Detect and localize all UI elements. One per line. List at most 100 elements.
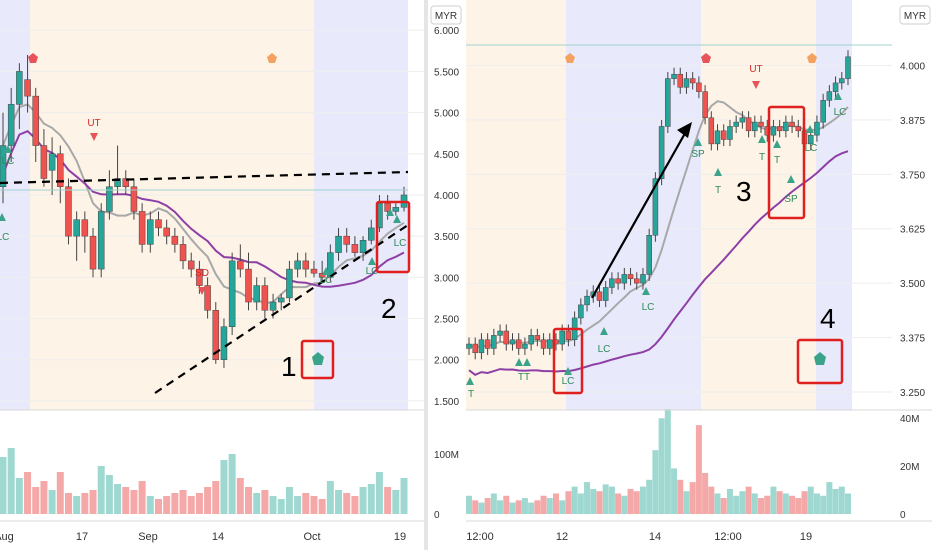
date-tick-label: Oct [303,531,320,543]
volume-bar [32,487,40,514]
candle-body [677,73,683,88]
volume-bar [702,472,709,514]
volume-bar [220,460,228,514]
signal-up-triangle [834,92,842,100]
candle-body [204,285,211,311]
candle-body [609,278,615,288]
candle-body [534,335,541,340]
signal-label: LC [834,107,847,118]
volume-bar [171,493,179,514]
candle-body [832,82,839,92]
volume-bar [343,493,351,514]
candle-body [163,227,170,237]
volume-bar [832,488,839,514]
candle-body [758,121,764,127]
signal-up-triangle [386,208,394,216]
volume-bar [212,481,220,514]
volume-tick-label: 20M [900,462,919,473]
candle-body [392,207,400,212]
candle-body [515,339,522,349]
volume-bar [503,495,510,514]
volume-bar [0,457,7,514]
resistance-line [0,170,409,185]
daily-price-axis: MYR 6.000 5.500 5.000 4.500 4.000 3.500 3.000 2… [424,0,462,550]
candle-body [106,186,113,212]
signal-label: SP [784,194,798,205]
volume-bar [534,500,541,514]
candle-body [65,186,72,237]
candle-body [245,268,252,303]
price-tick-label: 3.500 [434,232,459,243]
price-tick-label: 1.500 [434,397,459,408]
volume-bar [302,493,310,514]
volume-bar [571,486,578,514]
signal-label: UT [87,118,100,129]
volume-bar [658,418,665,514]
candle-body [565,330,572,340]
candle-body [220,326,228,360]
volume-bar [615,493,622,514]
pentagon-orange-top-right [565,53,575,63]
price-tick-label: 5.500 [434,67,459,78]
volume-bar [318,499,326,514]
candle-body [359,240,367,253]
volume-bar [81,493,89,514]
candle-body [114,178,121,187]
volume-tick-label: 40M [900,414,919,425]
signal-up-triangle [393,215,401,223]
volume-bar [515,500,522,514]
candle-body [32,95,39,146]
candle-body [16,71,23,105]
volume-bar [820,495,827,514]
date-tick-label: 19 [800,531,812,543]
volume-bar [714,493,721,514]
volume-bar [253,493,261,514]
volume-bar [228,454,236,514]
signal-label: TT [518,372,530,383]
annotations: 1 2 3 4 [28,53,844,395]
annotation-number-2: 2 [381,293,397,324]
candle-body [484,339,491,349]
candle-body [472,343,478,354]
candle-body [814,121,820,136]
candle-body [130,186,138,212]
signal-label: T [468,389,474,400]
candle-body [714,130,721,145]
volume-bar [577,493,584,514]
volume-bar [384,487,392,514]
volume-bar [7,448,15,514]
candle-body [122,178,130,187]
volume-bar [335,490,343,514]
candle-body [351,244,359,253]
volume-bar [163,496,171,514]
price-tick-label: 3.000 [434,273,459,284]
box-3 [767,105,806,220]
price-grid [466,65,892,393]
volume-bars [0,448,408,514]
candle-body [615,278,621,284]
volume-bar [48,490,56,514]
candle-body [212,310,220,360]
annotation-number-4: 4 [820,303,836,334]
volume-bar [745,486,752,514]
volume-bar [596,491,603,514]
volume-bar [146,496,154,514]
candle-body [559,330,565,345]
volume-bar [764,495,771,514]
volume-bar [782,493,789,514]
signal-up-triangle [466,377,474,385]
volume-bar [478,502,485,514]
volume-bar [56,472,64,514]
candle-body [634,278,640,284]
candle-body [286,268,293,299]
candle-body [528,335,534,345]
candle-body [640,274,646,284]
signal-up-triangle [515,358,523,366]
signal-label: LC [2,156,15,167]
signal-up-triangle [523,358,531,366]
volume-bar [392,490,400,514]
volume-bar [726,488,733,514]
volume-bar [590,488,597,514]
candle-body [253,285,260,303]
